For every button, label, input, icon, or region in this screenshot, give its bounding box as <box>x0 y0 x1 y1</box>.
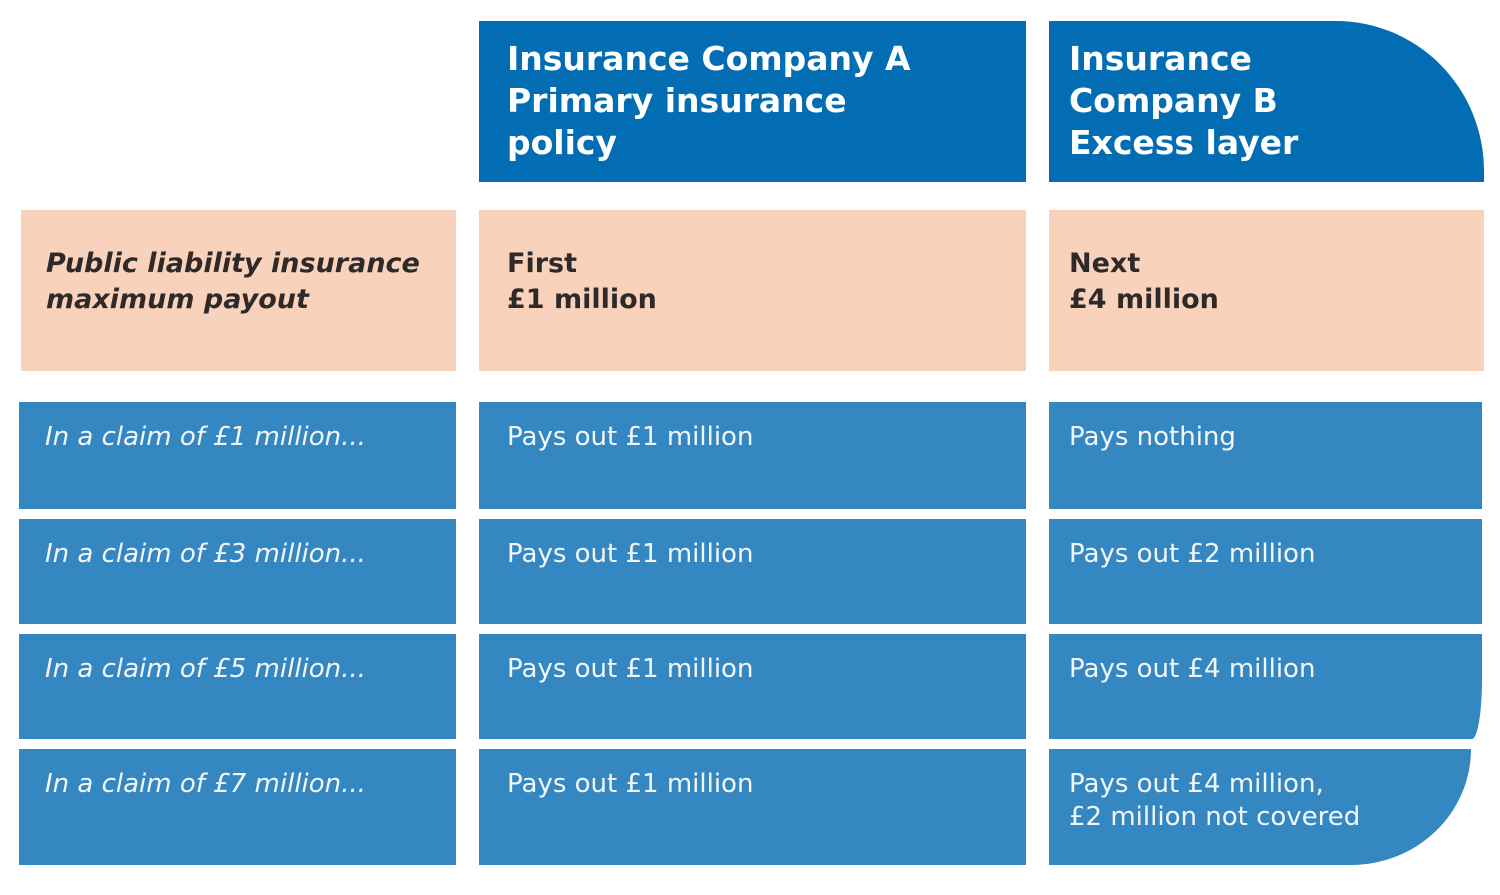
header-company-a-line-1: Insurance Company A <box>507 39 911 78</box>
payout-row-label: Public liability insurance maximum payou… <box>21 210 456 371</box>
claim-row-1-company-a: Pays out £1 million <box>479 402 1026 509</box>
claim-4-label-text: In a claim of £7 million... <box>45 769 366 799</box>
header-company-b-line-1: Insurance <box>1069 39 1252 78</box>
claim-row-1-label: In a claim of £1 million... <box>19 402 456 509</box>
claim-2-label-text: In a claim of £3 million... <box>45 539 366 569</box>
claim-1-label-text: In a claim of £1 million... <box>45 422 366 452</box>
claim-1-company-a-text: Pays out £1 million <box>507 422 754 452</box>
payout-company-b-line-2: £4 million <box>1069 284 1219 315</box>
claim-row-4-label: In a claim of £7 million... <box>19 749 456 865</box>
claim-4-company-b-line-2: £2 million not covered <box>1069 802 1361 832</box>
payout-label-line-2: maximum payout <box>46 284 309 315</box>
claim-1-company-b-text: Pays nothing <box>1069 422 1236 452</box>
payout-company-a-line-2: £1 million <box>507 284 657 315</box>
header-company-a: Insurance Company A Primary insurance po… <box>479 21 1026 182</box>
claim-4-company-a-text: Pays out £1 million <box>507 769 754 799</box>
claim-3-company-a-text: Pays out £1 million <box>507 654 754 684</box>
claim-row-4-company-b: Pays out £4 million, £2 million not cove… <box>1049 749 1471 865</box>
claim-4-company-b-line-1: Pays out £4 million, <box>1069 769 1324 799</box>
claim-row-2-label: In a claim of £3 million... <box>19 519 456 624</box>
payout-label-line-1: Public liability insurance <box>46 248 420 279</box>
payout-company-b: Next £4 million <box>1049 210 1484 371</box>
claim-2-company-a-text: Pays out £1 million <box>507 539 754 569</box>
header-company-a-line-3: policy <box>507 123 617 162</box>
header-company-b: Insurance Company B Excess layer <box>1049 21 1484 182</box>
claim-row-3-label: In a claim of £5 million... <box>19 634 456 739</box>
claim-row-2-company-a: Pays out £1 million <box>479 519 1026 624</box>
claim-row-3-company-a: Pays out £1 million <box>479 634 1026 739</box>
payout-company-a-line-1: First <box>507 248 577 279</box>
payout-company-a: First £1 million <box>479 210 1026 371</box>
claim-3-company-b-text: Pays out £4 million <box>1069 654 1316 684</box>
claim-row-3-company-b: Pays out £4 million <box>1049 634 1482 739</box>
header-company-b-line-3: Excess layer <box>1069 123 1299 162</box>
claim-row-1-company-b: Pays nothing <box>1049 402 1482 509</box>
payout-company-b-line-1: Next <box>1069 248 1141 279</box>
claim-2-company-b-text: Pays out £2 million <box>1069 539 1316 569</box>
claim-3-label-text: In a claim of £5 million... <box>45 654 366 684</box>
header-company-b-line-2: Company B <box>1069 81 1278 120</box>
claim-row-2-company-b: Pays out £2 million <box>1049 519 1482 624</box>
claim-row-4-company-a: Pays out £1 million <box>479 749 1026 865</box>
header-company-a-line-2: Primary insurance <box>507 81 847 120</box>
